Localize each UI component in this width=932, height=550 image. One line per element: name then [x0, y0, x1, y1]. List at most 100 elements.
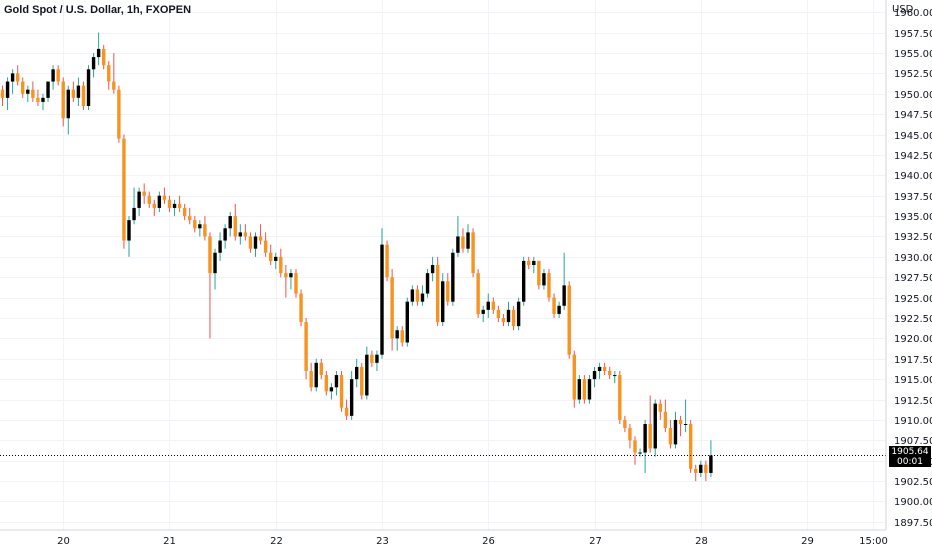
x-tick-label: 27	[589, 536, 602, 547]
candle-body	[674, 420, 677, 444]
y-tick-label: 1910.00	[894, 416, 932, 427]
x-tick-label: 22	[270, 536, 283, 547]
candle-body	[72, 90, 75, 98]
candle-body	[466, 232, 469, 248]
candle-body	[82, 86, 85, 106]
candle-body	[492, 302, 495, 310]
candle-body	[643, 424, 646, 453]
candle-body	[122, 139, 125, 241]
candle-body	[249, 236, 252, 248]
candle-body	[208, 236, 211, 273]
candle-body	[482, 310, 485, 314]
y-tick-label: 1915.00	[894, 375, 932, 386]
candle-body	[446, 281, 449, 301]
time-axis[interactable]: 20 21 22 23 26 27 28 29 15:00	[57, 536, 888, 547]
candle-body	[289, 273, 292, 277]
candle-body	[203, 224, 206, 236]
candle-body	[476, 273, 479, 314]
y-tick-label: 1955.00	[894, 49, 932, 60]
candle-body	[411, 289, 414, 301]
candle-body	[583, 379, 586, 399]
y-tick-label: 1935.00	[894, 212, 932, 223]
y-tick-label: 1900.00	[894, 497, 932, 508]
candle-body	[618, 375, 621, 420]
candle-body	[117, 90, 120, 139]
candle-body	[709, 455, 712, 472]
candle-body	[67, 90, 70, 119]
candle-body	[340, 375, 343, 408]
candle-body	[664, 412, 667, 428]
candle-body	[390, 277, 393, 338]
candle-body	[153, 204, 156, 208]
candle-body	[547, 273, 550, 297]
candle-body	[588, 379, 591, 399]
y-tick-label: 1952.50	[894, 69, 932, 80]
candle-body	[502, 318, 505, 322]
y-tick-label: 1950.00	[894, 90, 932, 101]
y-tick-label: 1922.50	[894, 314, 932, 325]
candle-body	[158, 196, 161, 208]
y-tick-label: 1940.00	[894, 171, 932, 182]
candle-body	[684, 424, 687, 425]
x-tick-label: 23	[376, 536, 389, 547]
chart-grid	[0, 0, 886, 530]
candle-body	[573, 355, 576, 400]
candle-body	[370, 355, 373, 363]
candle-body	[77, 86, 80, 98]
candle-body	[365, 355, 368, 396]
y-tick-label: 1897.50	[894, 518, 932, 529]
x-tick-label: 26	[482, 536, 495, 547]
candle-body	[385, 245, 388, 278]
candle-body	[557, 306, 560, 314]
candle-body	[163, 196, 166, 200]
candle-body	[97, 49, 100, 57]
candle-body	[6, 82, 9, 98]
candle-body	[213, 253, 216, 273]
candle-body	[380, 245, 383, 355]
candle-body	[92, 57, 95, 69]
candle-body	[259, 236, 262, 240]
y-tick-label: 1947.50	[894, 110, 932, 121]
candle-body	[638, 453, 641, 454]
candle-body	[406, 302, 409, 343]
candle-body	[87, 69, 90, 106]
candle-body	[441, 281, 444, 322]
candle-body	[471, 232, 474, 273]
candle-body	[1, 90, 4, 98]
x-tick-label: 20	[57, 536, 70, 547]
y-tick-label: 1932.50	[894, 232, 932, 243]
candle-body	[522, 261, 525, 302]
x-tick-label: 15:00	[859, 536, 888, 547]
candle-body	[137, 192, 140, 208]
candle-body	[669, 428, 672, 444]
candle-body	[173, 204, 176, 208]
candle-body	[36, 98, 39, 102]
candle-body	[198, 224, 201, 228]
candle-body	[654, 404, 657, 449]
candle-body	[704, 465, 707, 473]
candle-body	[461, 236, 464, 248]
candle-body	[107, 65, 110, 81]
last-price-value: 1905.64	[889, 447, 931, 457]
candle-body	[234, 216, 237, 236]
candlestick-series	[1, 33, 713, 481]
candle-body	[421, 294, 424, 302]
candle-body	[350, 379, 353, 416]
candle-body	[375, 355, 378, 363]
bar-countdown: 00:01	[889, 457, 931, 467]
candle-body	[517, 302, 520, 326]
candle-body	[132, 208, 135, 220]
y-tick-label: 1917.50	[894, 355, 932, 366]
last-price-tag: 1905.64 00:01	[889, 446, 931, 467]
candle-body	[11, 73, 14, 81]
candle-body	[648, 424, 651, 448]
candle-body	[142, 192, 145, 196]
candle-body	[188, 216, 191, 220]
candle-body	[46, 82, 49, 98]
candle-body	[527, 261, 530, 265]
candle-body	[325, 375, 328, 391]
candle-body	[335, 375, 338, 387]
candle-body	[689, 424, 692, 469]
candle-body	[112, 82, 115, 90]
